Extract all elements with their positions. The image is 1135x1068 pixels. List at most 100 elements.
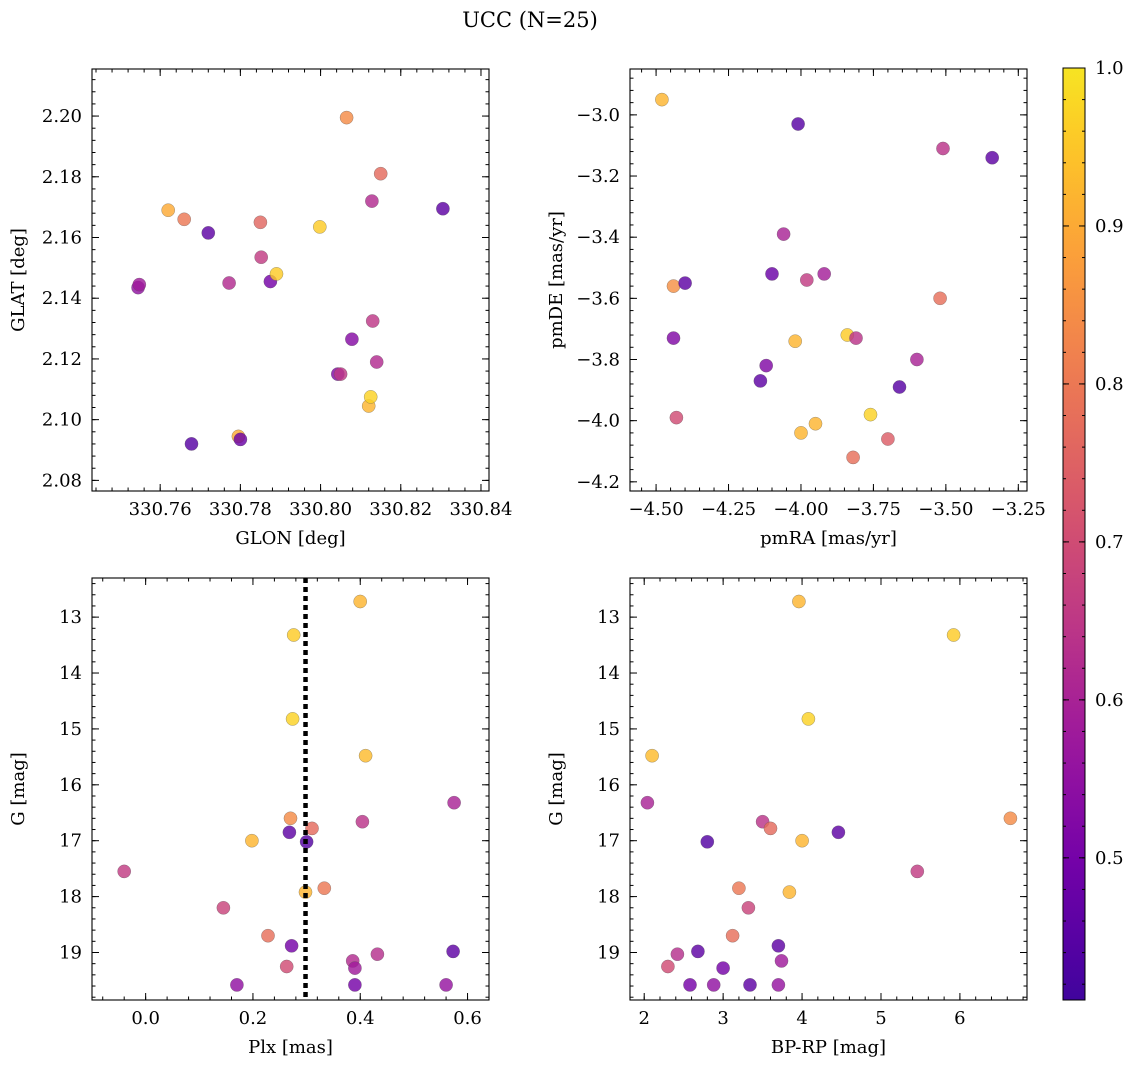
data-point — [317, 881, 332, 896]
x-tick-label: −3.75 — [846, 499, 901, 520]
colorbar-tick-label: 1.0 — [1095, 58, 1124, 79]
data-point — [661, 959, 675, 974]
data-point — [339, 110, 354, 125]
x-tick-label: 0.2 — [239, 1008, 268, 1029]
y-tick-label: 2.08 — [42, 470, 82, 491]
ticks — [92, 578, 490, 1000]
data-point — [771, 978, 786, 992]
data-point — [177, 212, 191, 227]
data-point — [946, 628, 961, 642]
data-point — [716, 961, 730, 975]
x-tick-label: 330.82 — [369, 499, 432, 520]
x-tick-label: 6 — [954, 1008, 965, 1029]
y-tick-label: −3.6 — [576, 288, 620, 309]
y-tick-label: 18 — [59, 887, 82, 908]
data-point — [800, 273, 814, 287]
data-point — [683, 978, 697, 992]
colorbar-tick-label: 0.7 — [1095, 532, 1124, 553]
x-axis-label: Plx [mas] — [248, 1037, 333, 1058]
data-point — [447, 795, 461, 810]
data-point — [985, 150, 1000, 165]
data-point — [230, 978, 244, 992]
x-tick-label: 4 — [796, 1008, 807, 1029]
ticks — [92, 69, 489, 491]
data-point — [369, 355, 384, 369]
x-tick-label: 330.80 — [289, 499, 352, 520]
scatter-points — [640, 594, 1018, 992]
data-point — [373, 166, 388, 181]
data-point — [765, 267, 779, 281]
data-point — [831, 825, 846, 840]
data-point — [312, 220, 327, 234]
data-point — [640, 795, 655, 810]
x-tick-label: −4.00 — [773, 499, 828, 520]
data-point — [365, 194, 379, 208]
data-point — [706, 978, 721, 992]
data-point — [132, 277, 147, 292]
y-tick-label: −3.4 — [576, 227, 620, 248]
data-point — [345, 332, 359, 347]
y-tick-label: 2.12 — [42, 349, 82, 370]
y-tick-label: 2.10 — [42, 410, 82, 431]
data-point — [348, 961, 362, 975]
data-point — [184, 437, 199, 451]
x-tick-label: −4.50 — [628, 499, 683, 520]
y-tick-label: −4.0 — [576, 411, 620, 432]
data-point — [245, 833, 259, 848]
scatter-points — [117, 594, 461, 992]
y-tick-label: 2.18 — [42, 167, 82, 188]
data-point — [933, 291, 947, 306]
data-point — [936, 141, 950, 156]
x-tick-label: 0.6 — [453, 1008, 482, 1029]
y-tick-label: 16 — [597, 775, 620, 796]
colorbar-tick-label: 0.6 — [1095, 690, 1124, 711]
x-tick-label: 3 — [717, 1008, 728, 1029]
y-tick-label: 19 — [59, 942, 82, 963]
colorbar-gradient — [1062, 67, 1086, 1001]
colorbar: 0.5 0.6 0.7 0.8 0.9 1.0 — [1062, 58, 1124, 1001]
data-point — [233, 432, 248, 447]
y-axis-label: G [mag] — [8, 752, 29, 825]
y-tick-label: 13 — [597, 607, 620, 628]
data-point — [892, 380, 907, 394]
data-point — [348, 978, 362, 992]
data-point — [365, 314, 380, 328]
y-tick-label: 14 — [597, 663, 620, 684]
panel-parallax-magnitude: 0.0 0.2 0.4 0.6 13 14 15 16 17 18 19 Plx [mas] G [ma… — [8, 577, 490, 1058]
y-axis-label: GLAT [deg] — [8, 228, 29, 332]
x-tick-label: 5 — [875, 1008, 886, 1029]
figure-title: UCC (N=25) — [462, 8, 598, 32]
y-tick-label: 18 — [597, 887, 620, 908]
x-tick-label: 330.78 — [209, 499, 272, 520]
data-point — [353, 594, 368, 609]
x-axis-label: GLON [deg] — [235, 528, 345, 549]
data-point — [782, 885, 797, 899]
ticks — [630, 578, 1027, 1000]
data-point — [283, 811, 298, 826]
data-point — [801, 712, 816, 726]
x-tick-label: −3.25 — [991, 499, 1046, 520]
data-point — [666, 279, 681, 293]
data-point — [881, 432, 895, 446]
data-point — [355, 814, 370, 829]
data-point — [284, 939, 299, 953]
data-point — [333, 367, 348, 381]
y-tick-label: 13 — [59, 607, 82, 628]
data-point — [285, 712, 300, 726]
data-point — [725, 928, 740, 943]
y-tick-label: 19 — [597, 942, 620, 963]
data-point — [253, 215, 268, 230]
data-point — [763, 821, 778, 836]
axes-frame — [629, 68, 1028, 492]
data-point — [446, 944, 460, 959]
y-tick-label: 17 — [59, 831, 82, 852]
data-point — [791, 117, 805, 131]
y-tick-label: 2.14 — [42, 288, 82, 309]
y-tick-label: 17 — [597, 831, 620, 852]
x-tick-label: 0.0 — [131, 1008, 160, 1029]
x-tick-label: 0.4 — [346, 1008, 375, 1029]
data-point — [117, 864, 131, 879]
data-point — [678, 276, 692, 290]
y-tick-label: 14 — [59, 663, 82, 684]
y-axis-label: G [mag] — [546, 752, 567, 825]
